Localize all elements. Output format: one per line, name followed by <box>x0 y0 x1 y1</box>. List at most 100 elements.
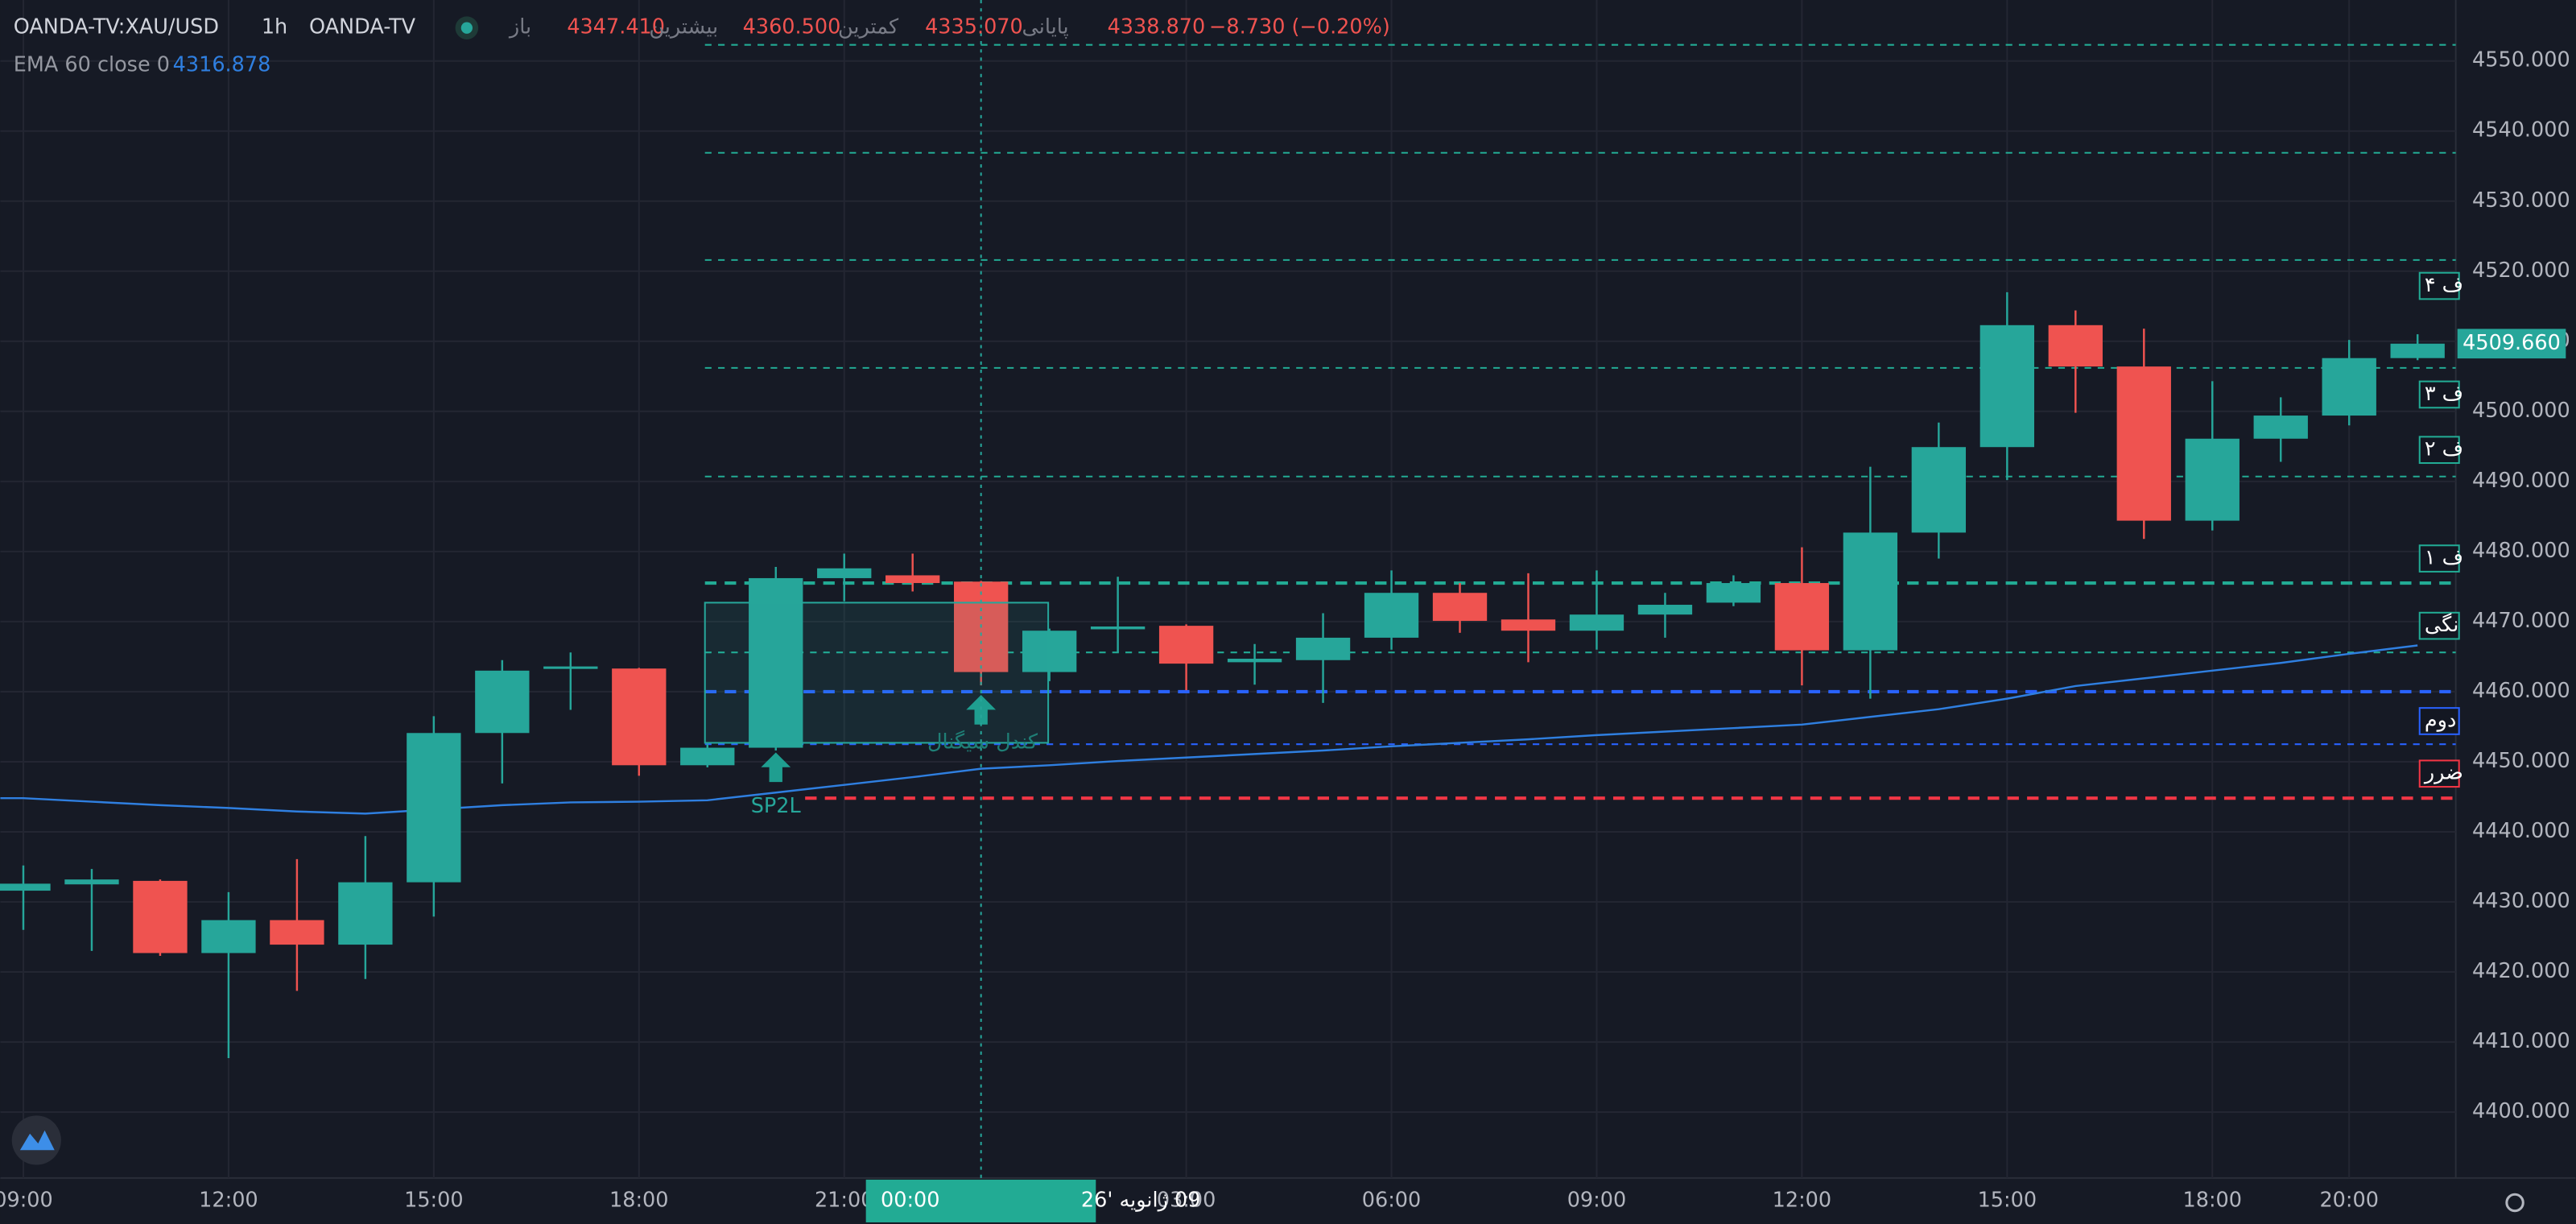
candle-body <box>1364 593 1419 638</box>
side-label: ف ۱ <box>2425 546 2463 570</box>
candle-body <box>817 568 872 578</box>
candle-body <box>2116 366 2171 521</box>
side-label: ضرر <box>2423 761 2463 785</box>
candle-body <box>0 883 51 891</box>
x-tick-label: 09:00 <box>0 1188 53 1212</box>
candle-body <box>270 920 324 945</box>
y-tick-label: 4500.000 <box>2472 399 2570 423</box>
y-tick-label: 4430.000 <box>2472 889 2570 913</box>
y-tick-label: 4440.000 <box>2472 819 2570 843</box>
signal-box <box>704 602 1050 744</box>
indicator-name: EMA 60 close 0 <box>14 53 170 77</box>
logo-mark <box>19 1130 55 1151</box>
y-tick-label: 4400.000 <box>2472 1099 2570 1123</box>
y-tick-label: 4480.000 <box>2472 539 2570 563</box>
candle-body <box>1158 626 1214 664</box>
indicator-value: 4316.878 <box>173 53 271 77</box>
x-tick-label: 12:00 <box>199 1188 258 1212</box>
candle-body <box>64 879 119 885</box>
side-label-box <box>2418 380 2460 409</box>
candle-body <box>543 666 598 669</box>
last-price: 4509.660 <box>2462 331 2561 355</box>
candle-body <box>1227 659 1282 663</box>
y-tick-label: 4540.000 <box>2472 118 2570 143</box>
candle-body <box>749 577 803 748</box>
interval: 1h <box>262 15 287 39</box>
side-label: ف ۳ <box>2425 382 2463 406</box>
signal-arrow <box>761 752 791 783</box>
x-tick-label: 06:00 <box>1362 1188 1422 1212</box>
y-tick-label: 4420.000 <box>2472 959 2570 983</box>
candle-body <box>612 668 667 766</box>
header: OANDA-TV:XAU/USD 1h OANDA-TV EMA 60 clos… <box>14 15 1390 77</box>
ema <box>0 644 2418 815</box>
side-label-box <box>2418 611 2460 640</box>
y-tick-label: 4550.000 <box>2472 48 2570 72</box>
candle-body <box>133 880 188 953</box>
side-label: ف ۴ <box>2425 273 2463 297</box>
ema-line <box>0 644 2418 815</box>
side-label-box <box>2418 271 2460 300</box>
x-tick-label: 09:00 <box>1567 1188 1627 1212</box>
candle-body <box>201 920 256 953</box>
candle-body <box>1843 532 1898 651</box>
gear[interactable] <box>2505 1193 2524 1213</box>
side-label-box <box>2418 436 2460 465</box>
symbol: OANDA-TV:XAU/USD <box>14 15 219 39</box>
candle-body <box>1569 614 1624 631</box>
signal-tag: SP2L <box>751 794 802 818</box>
ohlc-label: پایانی <box>1022 15 1068 39</box>
side-label: نگی <box>2425 613 2458 637</box>
last-price-badge <box>2457 329 2566 359</box>
candle-body <box>680 747 735 766</box>
candle-body <box>2185 438 2240 521</box>
side-label-box <box>2418 707 2460 735</box>
x-tick-label: 12:00 <box>1773 1188 1832 1212</box>
ohlc-value: 4335.070 <box>925 15 1023 39</box>
logo-circle <box>11 1115 61 1165</box>
candle-body <box>1501 619 1556 631</box>
candle-body <box>886 575 940 584</box>
candle-body <box>1090 626 1146 630</box>
axes: 4400.000 4410.000 4420.000 4430.000 4440.000… <box>0 48 2570 1222</box>
side-label-box <box>2418 544 2460 573</box>
ohlc-label: بیشترین <box>649 15 718 39</box>
crosshair-date: 09 ژانویه '26 <box>1081 1188 1201 1212</box>
candle-body <box>338 882 393 945</box>
source: OANDA-TV <box>309 15 416 39</box>
candle-body <box>2253 416 2308 439</box>
candle-body <box>1911 447 1967 533</box>
ohlc-label: کمترین <box>838 15 899 39</box>
candle-body <box>1022 631 1077 672</box>
candle-body <box>2048 325 2103 367</box>
y-tick-label: 4490.000 <box>2472 469 2570 493</box>
side-label: ف ۲ <box>2425 437 2463 461</box>
x-tick-label: 15:00 <box>1978 1188 2037 1212</box>
candle-body <box>1637 605 1693 615</box>
settings-icon[interactable] <box>2505 1193 2524 1213</box>
ohlc-label: باز <box>508 15 531 39</box>
candle-body <box>475 670 530 734</box>
candle-body <box>1432 593 1488 622</box>
candle-body <box>2390 343 2445 358</box>
candle-body <box>407 733 461 883</box>
x-tick-label: 18:00 <box>609 1188 669 1212</box>
x-tick-label: 20:00 <box>2319 1188 2378 1212</box>
y-tick-label: 4470.000 <box>2472 609 2570 633</box>
x-tick-label: 03:00 <box>1157 1188 1216 1212</box>
ohlc-value: 4360.500 <box>743 15 841 39</box>
ohlc-value: 4347.410 <box>567 15 665 39</box>
side-label: دوم <box>2425 708 2456 732</box>
crosshair-time: 00:00 <box>881 1188 940 1212</box>
ohlc-value: 4338.870 <box>1108 15 1206 39</box>
y-tick-label: 4460.000 <box>2472 679 2570 703</box>
y-tick-label: 4410.000 <box>2472 1029 2570 1053</box>
signal-box-label: کندل سیگنال <box>927 730 1038 754</box>
status-dot <box>460 22 473 34</box>
y-tick-label: 4530.000 <box>2472 188 2570 213</box>
x-tick-label: 18:00 <box>2183 1188 2243 1212</box>
change: −8.730 (−0.20%) <box>1209 15 1390 39</box>
side-label-box <box>2418 759 2460 788</box>
